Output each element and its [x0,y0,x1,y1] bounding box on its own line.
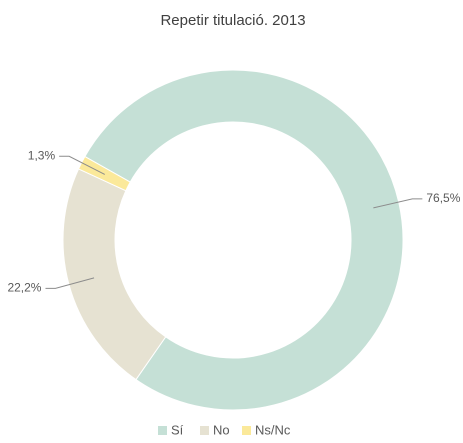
data-label: 22,2% [7,281,41,295]
leader-line [45,277,95,289]
leader-line [59,155,105,175]
chart-title: Repetir titulació. 2013 [160,12,305,29]
legend-label: Sí [171,422,184,437]
slice [62,168,167,381]
data-label: 76,5% [426,191,460,205]
legend-label: No [213,422,230,437]
slice [84,69,404,411]
data-label: 1,3% [28,148,56,162]
slice [77,155,131,192]
legend-swatch [242,426,251,435]
legend: Sí No Ns/Nc [158,422,291,437]
legend-swatch [200,426,209,435]
legend-swatch [158,426,167,435]
legend-label: Ns/Nc [255,422,291,437]
leader-line [373,198,423,209]
